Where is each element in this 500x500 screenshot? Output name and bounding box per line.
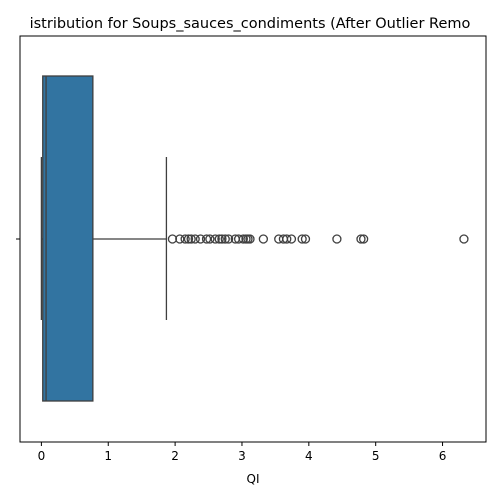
outlier-point	[201, 234, 212, 244]
x-tick-label: 0	[38, 449, 46, 463]
outlier-point	[258, 234, 269, 244]
outlier-point	[205, 234, 215, 244]
x-tick-label: 5	[372, 449, 380, 463]
x-tick-label: 1	[104, 449, 112, 463]
outlier-point	[358, 234, 369, 244]
x-axis-label: QI	[247, 472, 260, 486]
outlier-point	[214, 234, 224, 244]
x-tick-label: 2	[171, 449, 179, 463]
outlier-point	[217, 234, 227, 244]
outlier-point	[195, 234, 206, 244]
outlier-point	[245, 234, 255, 244]
iqr-box	[42, 75, 94, 402]
chart-title: istribution for Soups_sauces_condiments …	[30, 16, 471, 32]
outlier-point	[223, 234, 234, 244]
outlier-point	[190, 234, 200, 244]
x-tick-label: 6	[439, 449, 447, 463]
outlier-point	[286, 234, 297, 244]
outlier-point	[332, 234, 342, 244]
x-tick-label: 3	[238, 449, 246, 463]
outlier-point	[282, 234, 292, 244]
outlier-point	[300, 234, 311, 244]
outlier-point	[180, 234, 190, 244]
outlier-point	[220, 234, 230, 244]
outlier-point	[186, 234, 196, 244]
outlier-point	[210, 234, 220, 244]
outlier-point	[175, 234, 185, 244]
outlier-point	[297, 234, 307, 244]
outlier-point	[356, 234, 366, 244]
outlier-point	[183, 234, 194, 244]
outlier-point	[459, 234, 469, 244]
plot-area: 0 1 2 3 4 5 6	[16, 35, 487, 463]
x-tick-label: 4	[305, 449, 313, 463]
outlier-point	[238, 234, 248, 244]
